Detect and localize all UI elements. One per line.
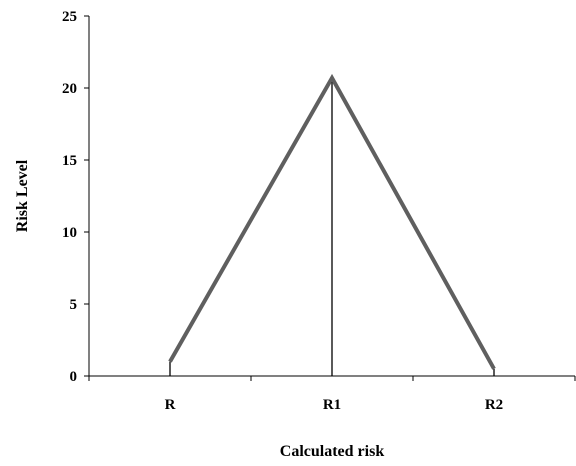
y-tick-label: 15 — [62, 153, 77, 169]
x-tick-label: R1 — [323, 397, 341, 413]
x-tick-label: R2 — [485, 397, 503, 413]
y-axis-ticks: 0 5 10 15 20 25 — [62, 9, 89, 385]
x-axis-ticks: R R1 R2 — [88, 376, 576, 413]
drop-lines — [169, 77, 495, 376]
y-tick-label: 25 — [62, 9, 77, 25]
x-axis-title: Calculated risk — [280, 443, 385, 460]
y-axis-title: Risk Level — [14, 159, 31, 232]
series-group — [168, 73, 496, 370]
y-tick-label: 5 — [70, 297, 78, 313]
x-tick-label: R — [165, 397, 176, 413]
y-tick-label: 0 — [70, 369, 78, 385]
y-tick-label: 10 — [62, 225, 77, 241]
y-tick-label: 20 — [62, 81, 77, 97]
